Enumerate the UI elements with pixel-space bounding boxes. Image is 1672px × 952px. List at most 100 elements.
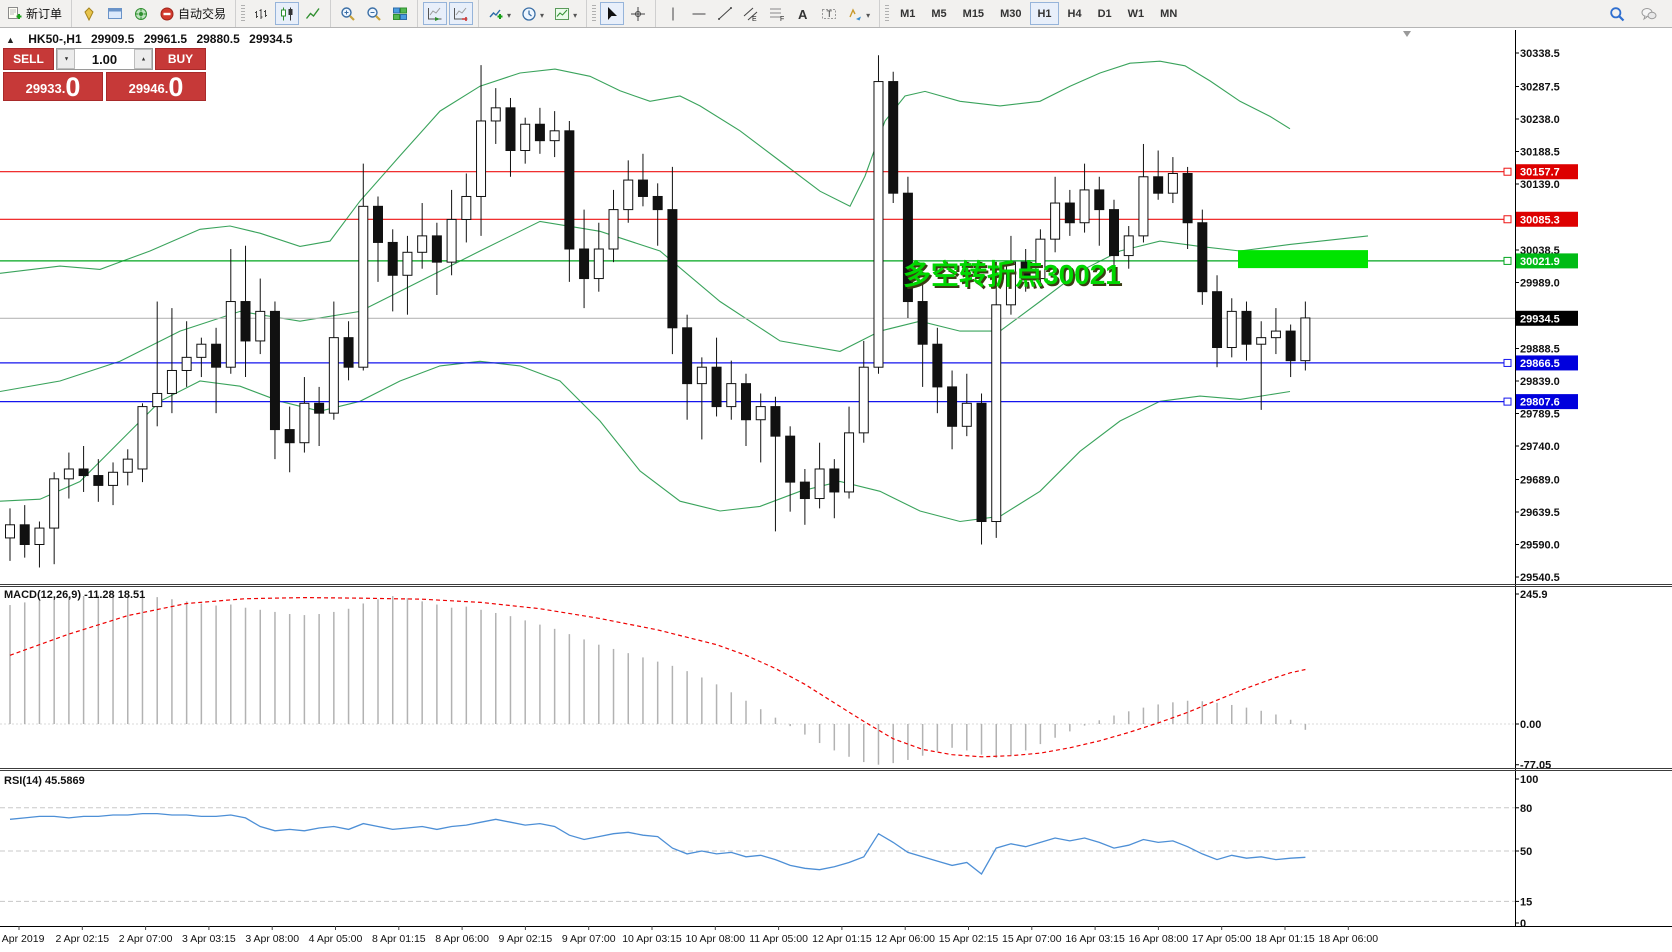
time-tick-label: 17 Apr 05:00 [1192,933,1252,945]
toolbar-grip[interactable] [241,4,246,23]
button-label: 自动交易 [178,7,227,21]
timeframe-mn[interactable]: MN [1153,2,1184,25]
candle-bullish [1167,172,1178,194]
horizontal-line-button[interactable] [687,2,711,25]
toolbar-group [235,0,328,27]
navigator-toggle[interactable] [129,2,153,25]
search-icon [1609,6,1625,22]
macd-label: MACD(12,26,9) -11.28 18.51 [4,589,145,601]
timeframe-d1[interactable]: D1 [1091,2,1119,25]
candle-bearish [829,468,840,493]
templates-button[interactable] [550,2,581,25]
auto-scroll-toggle[interactable] [423,2,448,25]
toolbar-group [478,0,584,27]
text-button[interactable]: A [791,2,815,25]
toolbar-grip[interactable] [592,4,597,23]
dropdown-arrow-icon[interactable] [866,7,870,21]
candle-bullish [961,402,972,427]
arrows-button[interactable] [843,2,874,25]
chart-window-icon [6,32,19,46]
sell-button[interactable]: SELL [3,48,54,70]
chart-shift-marker[interactable] [1403,31,1411,37]
chart-annotation[interactable]: 多空转折点30021 [903,258,1121,290]
volume-decrease-button[interactable] [57,49,75,69]
candle-bullish [1005,261,1016,306]
candle-bearish [78,468,89,477]
timeframe-label: H4 [1067,7,1082,20]
dropdown-arrow-icon[interactable] [507,7,511,21]
text-label-button[interactable]: T [817,2,841,25]
candle-bullish [166,369,177,394]
search-button[interactable] [1605,2,1629,25]
indicators-button[interactable] [484,2,515,25]
chart-shift-toggle[interactable] [449,2,474,25]
candle-bullish [608,209,619,250]
equidistant-channel-button[interactable]: E [739,2,763,25]
candle-bearish [652,195,663,211]
rsi-line [9,812,1306,875]
volume-input[interactable] [75,49,134,69]
candle-bearish [976,402,987,523]
periods-button[interactable] [517,2,548,25]
timeframe-h4[interactable]: H4 [1061,2,1089,25]
new-order-button[interactable]: 新订单 [3,2,66,25]
price-tick-label: 29689.0 [1520,474,1560,486]
level-line-anchor[interactable] [1503,256,1512,265]
candle-bullish [844,432,855,493]
chat-button[interactable] [1637,2,1661,25]
time-tick-label: 8 Apr 06:00 [435,933,489,945]
highlight-rectangle[interactable] [1238,250,1368,269]
level-line-anchor[interactable] [1503,358,1512,367]
time-tick-label: 2 Apr 07:00 [119,933,173,945]
dropdown-arrow-icon[interactable] [573,7,577,21]
timeframe-h1[interactable]: H1 [1030,2,1059,25]
sell-price-box[interactable]: 29933. 0 [3,72,103,101]
price-chart: 多空转折点30021多空转折点3002130338.530287.530238.… [0,30,1672,945]
fibonacci-button[interactable]: F [765,2,789,25]
level-line-anchor[interactable] [1503,397,1512,406]
candle-bullish [696,366,707,385]
vertical-line-button[interactable] [661,2,685,25]
level-line-anchor[interactable] [1503,215,1512,224]
market-watch-toggle[interactable] [77,2,101,25]
timeframe-m1[interactable]: M1 [893,2,922,25]
buy-button[interactable]: BUY [155,48,206,70]
timeframe-w1[interactable]: W1 [1121,2,1152,25]
candle-bullish [1138,176,1149,237]
candlestick-chart-button[interactable] [275,2,300,25]
price-badge-label: 30157.7 [1520,167,1560,179]
tile-windows-button[interactable] [388,2,412,25]
timeframe-m15[interactable]: M15 [956,2,991,25]
candle-bearish [240,301,251,342]
auto-trading-toggle[interactable]: 自动交易 [155,2,230,25]
buy-price-box[interactable]: 29946. 0 [106,72,206,101]
volume-increase-button[interactable] [134,49,152,69]
candle-bullish [63,468,74,480]
svg-text:A: A [798,7,808,22]
candle-bearish [314,402,325,414]
timeframe-label: M30 [1000,7,1022,20]
sell-price-big-digit: 0 [65,72,81,102]
crosshair-button[interactable] [626,2,650,25]
toolbar-grip[interactable] [885,4,890,23]
dropdown-arrow-icon[interactable] [540,7,544,21]
trendline-button[interactable] [713,2,737,25]
candle-bullish [549,130,560,142]
line-chart-button[interactable] [301,2,325,25]
candle-bearish [1064,202,1075,224]
timeframe-label: MN [1160,7,1178,20]
rsi-label: RSI(14) 45.5869 [4,775,85,787]
zoom-in-button[interactable] [336,2,360,25]
data-window-toggle[interactable] [103,2,127,25]
svg-text:E: E [752,16,757,22]
time-tick-label: 18 Apr 06:00 [1319,933,1379,945]
macd-tick-label: 245.9 [1520,589,1548,601]
line-chart-icon [305,6,321,22]
zoom-out-button[interactable] [362,2,386,25]
timeframe-m5[interactable]: M5 [924,2,953,25]
candle-bearish [1241,310,1252,345]
bar-chart-button[interactable] [249,2,273,25]
level-line-anchor[interactable] [1503,167,1512,176]
timeframe-m30[interactable]: M30 [993,2,1028,25]
cursor-button[interactable] [600,2,625,25]
